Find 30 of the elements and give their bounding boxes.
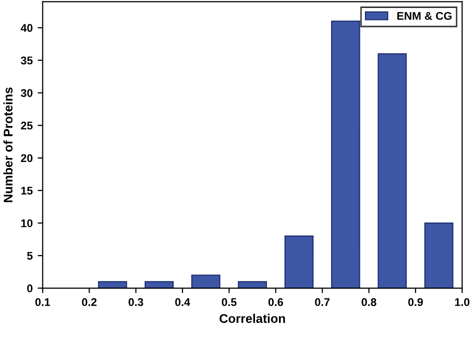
x-tick-label: 0.8 — [362, 298, 376, 306]
y-tick-label: 10 — [21, 219, 32, 228]
x-axis-title: Correlation — [220, 314, 285, 323]
bar — [331, 20, 360, 288]
bar — [284, 236, 314, 288]
bar — [98, 281, 128, 288]
legend-label: ENM & CG — [397, 12, 452, 20]
x-tick-label: 0.2 — [82, 298, 97, 306]
x-tick-label: 0.7 — [315, 298, 330, 306]
y-tick-label: 5 — [27, 252, 33, 260]
y-axis-title: Number of Proteins — [3, 87, 13, 202]
x-tick-label: 0.3 — [128, 298, 144, 306]
y-tick-label: 40 — [20, 24, 32, 32]
bar — [191, 274, 220, 288]
y-tick-label: 30 — [20, 89, 32, 97]
x-tick-label: 0.5 — [222, 298, 237, 306]
bar — [238, 281, 267, 288]
y-tick-label: 25 — [20, 122, 33, 130]
x-tick-label: 0.9 — [408, 298, 423, 306]
y-tick-label: 0 — [27, 284, 32, 292]
y-tick-label: 20 — [20, 154, 32, 162]
y-tick-label: 35 — [20, 56, 33, 64]
bar — [424, 222, 454, 288]
x-tick-label: 0.4 — [175, 298, 190, 306]
bar — [144, 281, 174, 288]
x-tick-label: 1.0 — [455, 298, 470, 306]
y-tick-label: 15 — [21, 186, 33, 195]
x-tick-label: 0.6 — [268, 298, 284, 306]
bar — [378, 53, 407, 288]
x-tick-label: 0.1 — [35, 298, 50, 306]
